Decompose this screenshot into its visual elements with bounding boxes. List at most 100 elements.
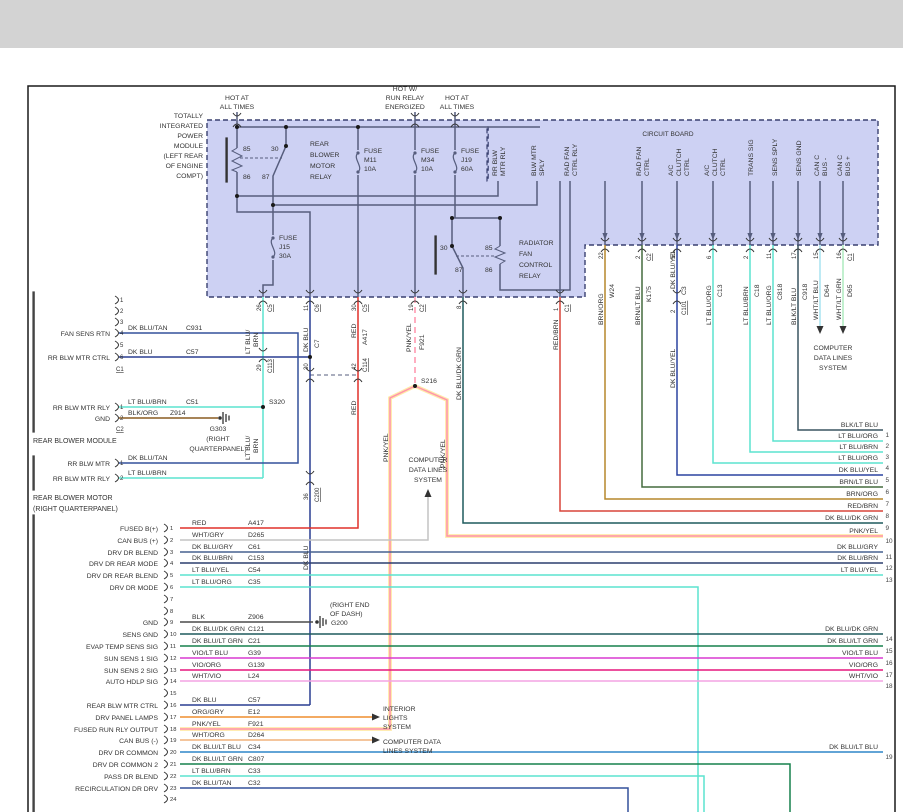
label-vio-org: VIO/ORG [192, 662, 221, 669]
label-c61: C61 [248, 544, 261, 551]
wire-in [273, 181, 538, 206]
label-k175: K175 [646, 286, 653, 302]
label-8: 8 [886, 513, 890, 520]
label-system: SYSTEM [383, 724, 411, 731]
label-c2: C2 [647, 253, 653, 261]
label-ctrl: CTRL [720, 158, 727, 176]
label-m11: M11 [364, 157, 377, 164]
label-16: 16 [170, 703, 176, 709]
label-computer: COMPUTER [409, 457, 448, 464]
label-13: 13 [170, 668, 176, 674]
label-fan-sens-rtn: FAN SENS RTN [61, 331, 110, 338]
label-drv-dr-mode: DRV DR MODE [110, 585, 159, 592]
arrowhead-down [817, 233, 823, 240]
connector-arc [793, 237, 803, 242]
label-drv-dr-rear-blend: DRV DR REAR BLEND [87, 573, 158, 580]
label-c1: C1 [848, 253, 854, 261]
pin-arc [114, 295, 119, 305]
label-dk-blu-yel: DK BLU/YEL [670, 348, 677, 388]
label-left-rear: (LEFT REAR [163, 153, 203, 160]
label-c101: C101 [682, 300, 688, 315]
connector-arc [450, 123, 460, 128]
label-rear-blower-motor: REAR BLOWER MOTOR [33, 495, 113, 502]
label-drv-dr-common: DRV DR COMMON [98, 750, 158, 757]
pin-arc [163, 759, 168, 769]
label-gnd: GND [143, 620, 158, 627]
pin-arc [163, 747, 168, 757]
label-15: 15 [886, 648, 894, 655]
label-can-bus--: CAN BUS (-) [119, 738, 158, 745]
label-86: 86 [485, 267, 493, 274]
pin-arc [163, 582, 168, 592]
label-computer-data: COMPUTER DATA [383, 739, 441, 746]
label-c121: C121 [248, 626, 264, 633]
connector-arc [305, 289, 315, 294]
label-auto-hdlp-sig: AUTO HDLP SIG [106, 679, 158, 686]
wire-ltblu [712, 245, 883, 464]
label-1: 1 [120, 405, 124, 411]
label-dk-blu-gry: DK BLU/GRY [192, 544, 234, 551]
label-org-gry: ORG/GRY [192, 709, 224, 716]
label-fused-b-+: FUSED B(+) [120, 526, 158, 533]
label-10a: 10A [364, 166, 377, 173]
connector-arc [258, 300, 268, 305]
label-dk-blu-tan: DK BLU/TAN [128, 325, 168, 332]
label-data-lines: DATA LINES [814, 355, 853, 362]
connector-arc [353, 300, 363, 305]
pin-arc [163, 558, 168, 568]
connector-arc [353, 378, 363, 383]
arrowhead-down [747, 233, 753, 240]
label-c3: C3 [681, 286, 688, 295]
label-12: 12 [170, 656, 176, 662]
label-right-quarterpanel: (RIGHT QUARTERPANEL) [33, 506, 118, 513]
label-drv-dr-rear-mode: DRV DR REAR MODE [89, 561, 158, 568]
ac-heater-control-box [32, 514, 35, 812]
connector-arc [305, 367, 315, 372]
connector-arc [305, 481, 315, 486]
pin-arc [163, 641, 168, 651]
label-can-c: CAN C [814, 155, 821, 176]
label-14: 14 [170, 679, 177, 685]
label-brn: BRN [253, 439, 260, 453]
pin-arc [114, 328, 119, 338]
label-10: 10 [170, 632, 176, 638]
label-red: RED [351, 324, 358, 338]
label-dk-blu-lt-blu: DK BLU/LT BLU [192, 744, 241, 751]
label-e12: E12 [248, 709, 260, 716]
label-ctrl-rly: CTRL RLY [572, 143, 579, 176]
label-rad-fan: RAD FAN [636, 146, 643, 176]
pin-arc [163, 617, 168, 627]
pin-arc [163, 771, 168, 781]
label-c33: C33 [248, 768, 261, 775]
label-lt-blu-brn: LT BLU/BRN [839, 444, 878, 451]
pin-arc [163, 594, 168, 604]
wire-in [262, 260, 274, 297]
pin-arc [114, 402, 119, 412]
label-sun-sens-2-sig: SUN SENS 2 SIG [104, 668, 158, 675]
pin-arc [163, 688, 168, 698]
label-run-relay: RUN RELAY [386, 95, 425, 102]
label-12: 12 [886, 565, 894, 572]
label-can-c: CAN C [837, 155, 844, 176]
label-wht-gry: WHT/GRY [192, 532, 224, 539]
label-15: 15 [814, 252, 820, 259]
label-lt-blu-brn: LT BLU/BRN [743, 286, 750, 325]
label-c6: C6 [315, 304, 321, 312]
label-right: (RIGHT [206, 436, 229, 443]
label-lt-blu-brn: LT BLU/BRN [128, 470, 167, 477]
label-24: 24 [170, 797, 177, 803]
tipm-outline [206, 119, 879, 298]
label-pnk-yel: PNK/YEL [383, 433, 390, 462]
label-7: 7 [886, 501, 890, 508]
wire-in [272, 145, 287, 182]
fuse-icon [453, 170, 457, 174]
label-c5: C5 [363, 304, 369, 312]
rear-blower-motor-box [32, 455, 35, 491]
label-1: 1 [886, 432, 890, 439]
label-g139: G139 [248, 662, 265, 669]
label-d264: D264 [248, 732, 264, 739]
label-6: 6 [707, 255, 713, 259]
label-c51: C51 [186, 399, 199, 406]
label-dk-blu-brn: DK BLU/BRN [192, 555, 233, 562]
wire-dkblultgrn [180, 763, 791, 812]
